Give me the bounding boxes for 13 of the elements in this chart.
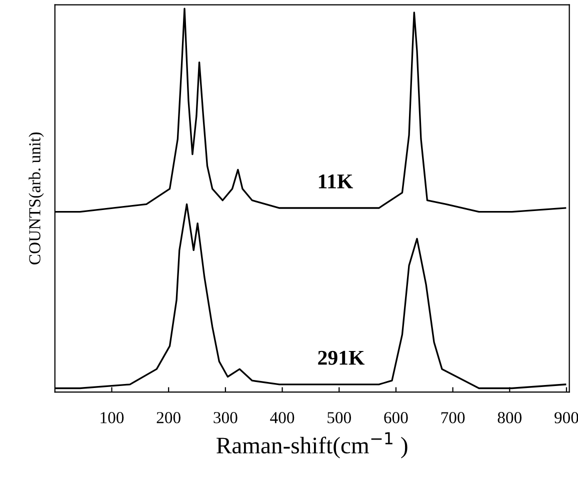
x-tick-label: 900 xyxy=(554,412,578,424)
x-tick-label: 200 xyxy=(156,412,180,424)
x-tick-label: 600 xyxy=(384,412,408,424)
series-label: 11K xyxy=(318,174,353,188)
x-tick-label: 400 xyxy=(270,412,294,424)
x-tick-label: 300 xyxy=(214,412,238,424)
x-tick-label: 800 xyxy=(498,412,522,424)
series-label: 291K xyxy=(318,350,365,365)
y-axis-title: COUNTS(arb. unit) xyxy=(28,132,44,264)
x-axis-title: Raman-shift(cm$^{−1}$ ) xyxy=(216,432,408,458)
x-tick-label: 100 xyxy=(100,412,124,424)
x-tick-label: 500 xyxy=(328,412,351,424)
x-tick-label: 700 xyxy=(441,412,465,424)
